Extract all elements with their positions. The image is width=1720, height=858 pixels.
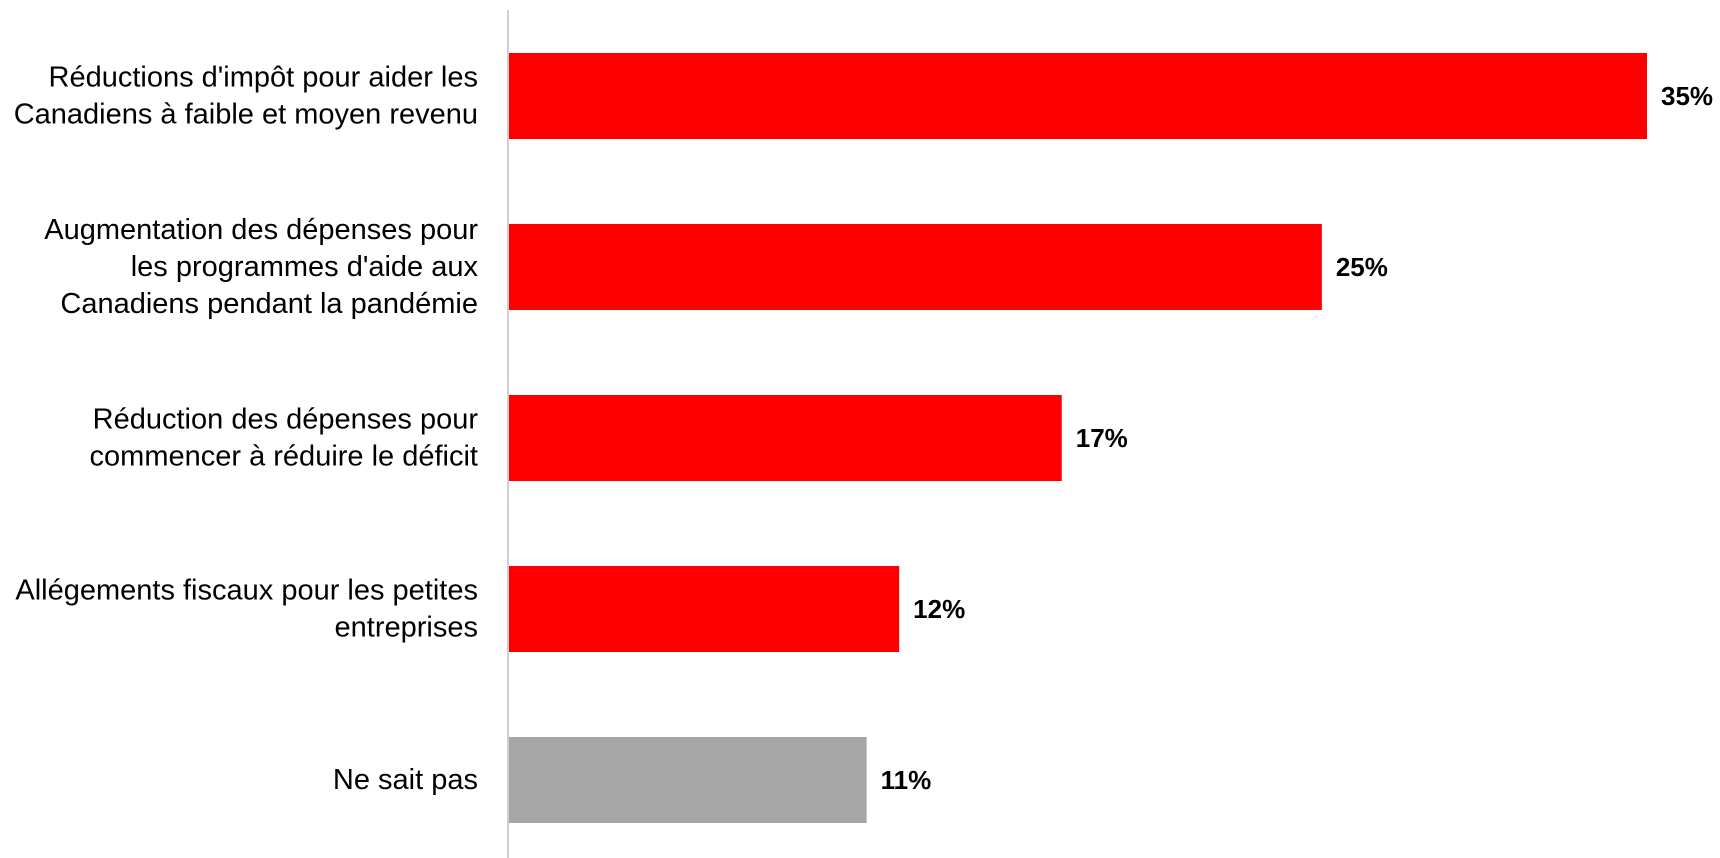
value-label-2: 17% [1076,423,1128,453]
value-label-3: 12% [913,594,965,624]
category-label-1-line-1: les programmes d'aide aux [131,251,479,283]
value-label-1: 25% [1336,252,1388,282]
category-label-1-line-0: Augmentation des dépenses pour [44,214,478,246]
bar-4 [509,737,867,823]
category-label-3-line-0: Allégements fiscaux pour les petites [15,575,478,607]
value-labels-group: 35% 25% 17% 12% 11% [881,81,1713,795]
bar-3 [509,566,900,652]
category-labels-group: Réductions d'impôt pour aider les Canadie… [14,62,479,797]
category-label-0-line-1: Canadiens à faible et moyen revenu [14,99,478,131]
category-label-2-line-0: Réduction des dépenses pour [93,404,479,436]
bar-2 [509,395,1062,481]
category-label-1-line-2: Canadiens pendant la pandémie [60,288,478,320]
value-label-0: 35% [1661,81,1713,111]
bar-1 [509,224,1322,310]
bar-0 [509,53,1647,139]
category-label-2-line-1: commencer à réduire le déficit [90,441,478,473]
category-label-4-line-0: Ne sait pas [333,764,478,796]
bars-group [509,53,1647,823]
category-label-3-line-1: entreprises [335,612,478,644]
category-label-0-line-0: Réductions d'impôt pour aider les [49,62,479,94]
value-label-4: 11% [881,765,932,795]
